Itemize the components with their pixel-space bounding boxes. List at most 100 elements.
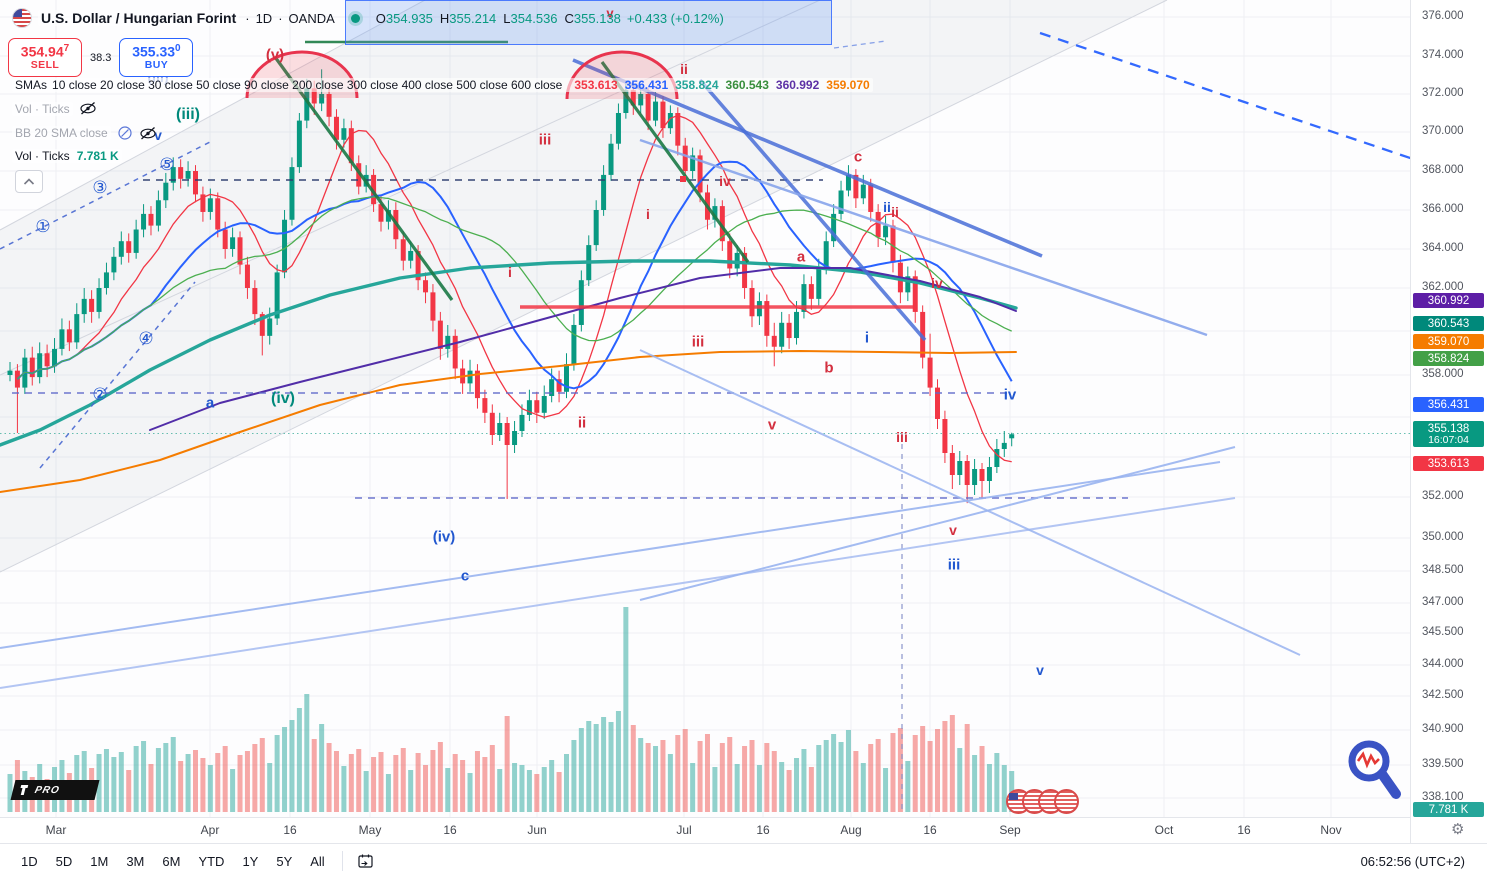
elliott-wave-label[interactable]: v [606, 5, 614, 21]
elliott-wave-label[interactable]: (iv) [271, 390, 295, 407]
bollinger-indicator-title-hidden[interactable]: BB 20 SMA close [12, 126, 111, 140]
sma-90-teal[interactable] [0, 259, 1018, 447]
elliott-wave-label[interactable]: v [767, 416, 777, 434]
server-clock[interactable]: 06:52:56 (UTC+2) [1360, 853, 1465, 869]
trend-line[interactable] [39, 281, 196, 469]
elliott-wave-label[interactable]: ii [680, 61, 688, 77]
elliott-wave-label[interactable]: i [864, 329, 870, 347]
elliott-wave-label[interactable]: a [796, 248, 806, 266]
timeframe-label[interactable]: 1D [255, 10, 273, 26]
elliott-wave-label[interactable]: (v) [265, 46, 285, 64]
circled-wave-number[interactable]: ② [92, 385, 108, 404]
range-button-6m[interactable]: 6M [162, 853, 181, 869]
elliott-wave-label[interactable]: iii [691, 333, 705, 351]
drawing-anchor-handle[interactable] [680, 176, 686, 182]
sma-30-line[interactable] [16, 196, 1012, 380]
elliott-wave-label[interactable]: iv [719, 173, 731, 189]
volume-bar [675, 735, 681, 812]
sell-button[interactable]: 354.947 SELL [8, 38, 82, 77]
trend-line[interactable] [698, 78, 927, 342]
selection-box-overlay[interactable] [345, 0, 832, 45]
elliott-wave-label[interactable]: iv [931, 275, 943, 291]
volume-bar [504, 716, 510, 812]
volume-bar [534, 774, 540, 812]
elliott-wave-label[interactable]: v [949, 522, 957, 538]
elliott-wave-label[interactable]: iii [896, 429, 908, 445]
market-scanner-magnifier-icon[interactable] [1342, 736, 1408, 810]
range-button-5y[interactable]: 5Y [276, 853, 293, 869]
range-button-all[interactable]: All [310, 853, 325, 869]
volume-bar [1001, 765, 1007, 812]
time-axis[interactable]: Mar Apr 16 May 16 Jun Jul 16 Aug 16 Sep Oct 16 Nov [0, 817, 1410, 844]
elliott-wave-label[interactable]: ii [577, 414, 587, 432]
elliott-wave-label[interactable]: iii [538, 131, 552, 149]
candle-body [942, 419, 948, 453]
flag-marker-icon[interactable] [1054, 789, 1079, 814]
smas-indicator-title[interactable]: SMAs [15, 78, 48, 92]
price-axis-label: 368.000 [1422, 164, 1464, 176]
volume-indicator-title[interactable]: Vol · Ticks [15, 149, 70, 163]
eye-off-icon[interactable] [139, 126, 157, 141]
price-chart-pane[interactable] [0, 0, 1410, 817]
elliott-wave-label[interactable]: c [460, 567, 470, 585]
volume-indicator-title-hidden[interactable]: Vol · Ticks [12, 101, 73, 116]
elliott-wave-label[interactable]: c [853, 148, 863, 166]
range-button-1y[interactable]: 1Y [242, 853, 259, 869]
range-button-ytd[interactable]: YTD [198, 853, 225, 869]
trend-line[interactable] [273, 56, 454, 301]
candle-body [385, 210, 391, 222]
elliott-wave-label[interactable]: a [205, 394, 215, 412]
sell-label: SELL [30, 58, 60, 71]
elliott-wave-label[interactable]: (iii) [176, 106, 200, 123]
volume-bar [719, 743, 725, 812]
eye-off-icon[interactable] [79, 101, 97, 116]
volume-bar [697, 741, 703, 812]
price-axis-settings-gear-icon[interactable]: ⚙ [1451, 821, 1465, 838]
elliott-wave-label[interactable]: (iv) [432, 528, 456, 546]
legend-collapse-button[interactable] [15, 170, 43, 193]
price-axis-badge: 359.070 [1413, 334, 1484, 349]
elliott-wave-label[interactable]: iii [947, 556, 961, 574]
range-button-5d[interactable]: 5D [55, 853, 73, 869]
circled-wave-number[interactable]: ④ [138, 329, 154, 348]
price-axis[interactable]: ⚙ 376.000 374.000 372.000 370.000 368.000 366… [1410, 0, 1487, 843]
range-button-1d[interactable]: 1D [21, 853, 38, 869]
symbol-title[interactable]: U.S. Dollar / Hungarian Forint [38, 10, 240, 26]
candle-body [207, 198, 213, 212]
exchange-label[interactable]: OANDA [288, 10, 335, 26]
tradingview-pro-logo[interactable]: PRO [10, 780, 100, 800]
volume-bar [838, 742, 844, 812]
trend-line[interactable] [639, 446, 1236, 601]
elliott-wave-label[interactable]: i [646, 206, 650, 222]
trend-line[interactable] [0, 497, 1236, 689]
elliott-wave-label[interactable]: i [508, 264, 512, 280]
gray-channel-line[interactable] [0, 0, 426, 231]
circled-wave-number[interactable]: ⑤ [159, 155, 175, 174]
idea-markers-cluster[interactable] [1006, 789, 1079, 814]
candle-body [81, 298, 87, 315]
trend-line[interactable] [572, 58, 1043, 258]
sma-600-orange[interactable] [0, 350, 1017, 493]
price-chart-canvas[interactable] [0, 0, 1410, 817]
range-button-3m[interactable]: 3M [126, 853, 145, 869]
circle-slash-icon[interactable] [117, 125, 133, 141]
circled-wave-number[interactable]: ③ [92, 178, 108, 197]
go-to-date-calendar-icon[interactable] [351, 853, 380, 870]
gray-channel-line[interactable] [0, 0, 821, 376]
elliott-wave-label[interactable]: ii [891, 204, 899, 220]
trend-line[interactable] [639, 138, 1208, 337]
elliott-wave-label[interactable]: v [1036, 662, 1044, 678]
buy-button[interactable]: 355.330 BUY [119, 38, 194, 77]
elliott-wave-label[interactable]: v [154, 127, 162, 143]
circled-wave-number[interactable]: ① [35, 217, 51, 236]
trend-line[interactable] [600, 61, 750, 263]
trend-line[interactable] [0, 461, 1221, 649]
trend-line[interactable] [1039, 31, 1410, 160]
candle-body [37, 353, 43, 378]
elliott-wave-label[interactable]: b [824, 359, 834, 377]
sma-500-purple[interactable] [149, 267, 1017, 431]
range-button-1m[interactable]: 1M [90, 853, 109, 869]
elliott-wave-label[interactable]: ii [883, 199, 891, 215]
trend-line[interactable] [639, 349, 1301, 656]
elliott-wave-label[interactable]: iv [1003, 386, 1017, 404]
